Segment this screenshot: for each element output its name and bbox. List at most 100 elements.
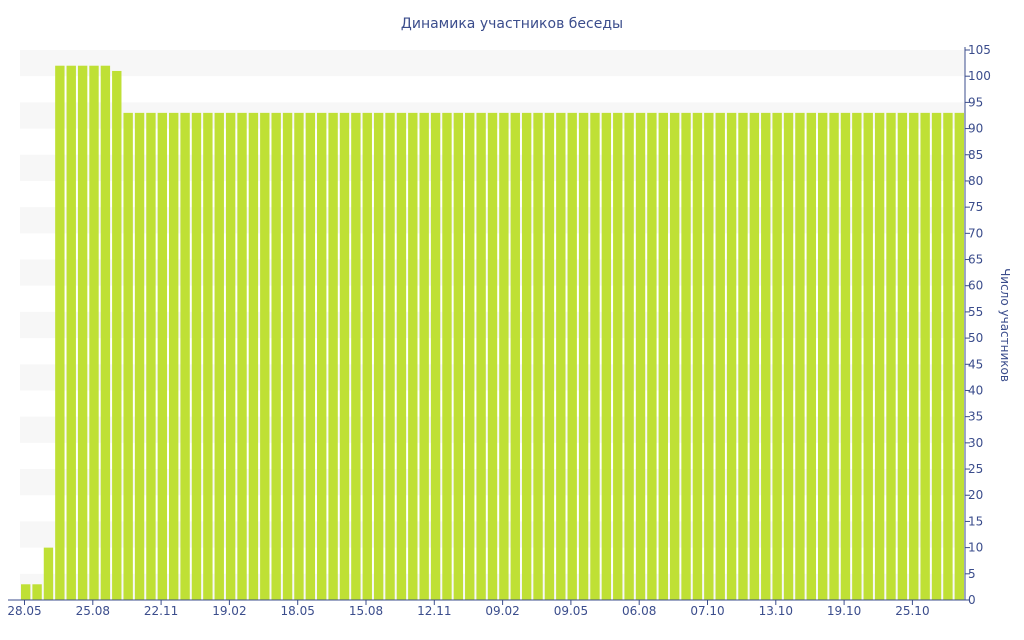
bar — [726, 112, 737, 601]
x-tick-label: 09.05 — [554, 604, 588, 618]
y-axis: 0 5 10 15 20 25 30 35 40 45 50 55 60 65 70 75 80 85 90 95 10… — [964, 43, 991, 607]
x-tick-label: 19.02 — [212, 604, 246, 618]
x-tick-label: 15.08 — [349, 604, 383, 618]
bar — [556, 112, 566, 601]
y-tick-label: 90 — [968, 122, 983, 136]
bar — [761, 112, 771, 601]
y-tick-label: 70 — [968, 226, 983, 240]
bar — [465, 112, 475, 601]
x-tick-label: 28.05 — [7, 604, 41, 618]
y-tick-label: 100 — [968, 69, 991, 83]
bar — [339, 112, 350, 601]
bar — [658, 112, 668, 601]
bar — [419, 112, 429, 601]
bar — [328, 112, 338, 601]
bar — [317, 112, 327, 601]
bar — [578, 112, 589, 601]
bar — [260, 112, 270, 601]
y-tick-label: 40 — [968, 383, 983, 397]
bar — [134, 112, 145, 601]
bar — [476, 112, 486, 601]
y-axis-label: Число участников — [998, 268, 1012, 382]
bar — [772, 112, 782, 601]
bar — [442, 112, 452, 601]
y-tick-label: 35 — [968, 410, 983, 424]
y-tick-label: 60 — [968, 279, 983, 293]
bar — [77, 65, 88, 600]
x-tick-label: 25.10 — [895, 604, 929, 618]
x-tick-label: 25.08 — [76, 604, 110, 618]
bar — [180, 112, 190, 601]
y-tick-label: 85 — [968, 148, 983, 162]
bar — [351, 112, 361, 601]
bar — [931, 112, 942, 601]
bar — [817, 112, 828, 601]
bar — [100, 65, 111, 600]
x-tick-label: 18.05 — [281, 604, 315, 618]
bar — [203, 112, 213, 601]
bar — [783, 112, 794, 601]
bar — [237, 112, 247, 601]
x-tick-label: 19.10 — [827, 604, 861, 618]
bar — [43, 547, 54, 600]
bar — [544, 112, 555, 601]
y-tick-label: 5 — [968, 567, 976, 581]
x-tick-label: 09.02 — [485, 604, 519, 618]
bar — [146, 112, 156, 601]
bar — [590, 112, 600, 601]
bar — [32, 584, 42, 600]
bar — [487, 112, 498, 601]
bar — [829, 112, 839, 601]
bar — [55, 65, 65, 600]
y-tick-label: 80 — [968, 174, 983, 188]
y-tick-label: 55 — [968, 305, 983, 319]
y-tick-label: 65 — [968, 253, 983, 267]
x-tick-label: 12.11 — [417, 604, 451, 618]
bar — [704, 112, 714, 601]
bar — [943, 112, 953, 601]
bar — [157, 112, 168, 601]
bar — [897, 112, 908, 601]
bar — [624, 112, 634, 601]
bar — [863, 112, 873, 601]
bar — [521, 112, 532, 601]
y-tick-label: 25 — [968, 462, 983, 476]
x-tick-label: 06.08 — [622, 604, 656, 618]
bar — [225, 112, 236, 601]
bar — [692, 112, 703, 601]
bar — [533, 112, 543, 601]
bar — [21, 584, 31, 600]
bar — [874, 112, 885, 601]
bar — [169, 112, 179, 601]
y-tick-label: 30 — [968, 436, 983, 450]
bar — [385, 112, 395, 601]
bar — [499, 112, 509, 601]
y-tick-label: 20 — [968, 488, 983, 502]
bar — [373, 112, 384, 601]
y-tick-label: 95 — [968, 95, 983, 109]
bar — [66, 65, 76, 600]
bar — [954, 112, 964, 601]
bar — [89, 65, 99, 600]
bar — [601, 112, 612, 601]
bar — [112, 70, 122, 600]
bar — [305, 112, 316, 601]
x-tick-label: 22.11 — [144, 604, 178, 618]
y-tick-label: 105 — [968, 43, 991, 57]
chart-title: Динамика участников беседы — [401, 16, 623, 32]
bar — [613, 112, 623, 601]
bar — [271, 112, 281, 601]
bar — [567, 112, 577, 601]
bar — [510, 112, 520, 601]
bar — [214, 112, 224, 601]
y-tick-label: 75 — [968, 200, 983, 214]
y-tick-label: 50 — [968, 331, 983, 345]
bar — [396, 112, 407, 601]
bar — [715, 112, 725, 601]
y-tick-label: 10 — [968, 541, 983, 555]
bar — [681, 112, 691, 601]
bar — [408, 112, 418, 601]
grid-band — [20, 50, 965, 77]
x-axis: 28.05 25.08 22.11 19.02 18.05 15.08 12.11 09.02… — [7, 599, 965, 618]
